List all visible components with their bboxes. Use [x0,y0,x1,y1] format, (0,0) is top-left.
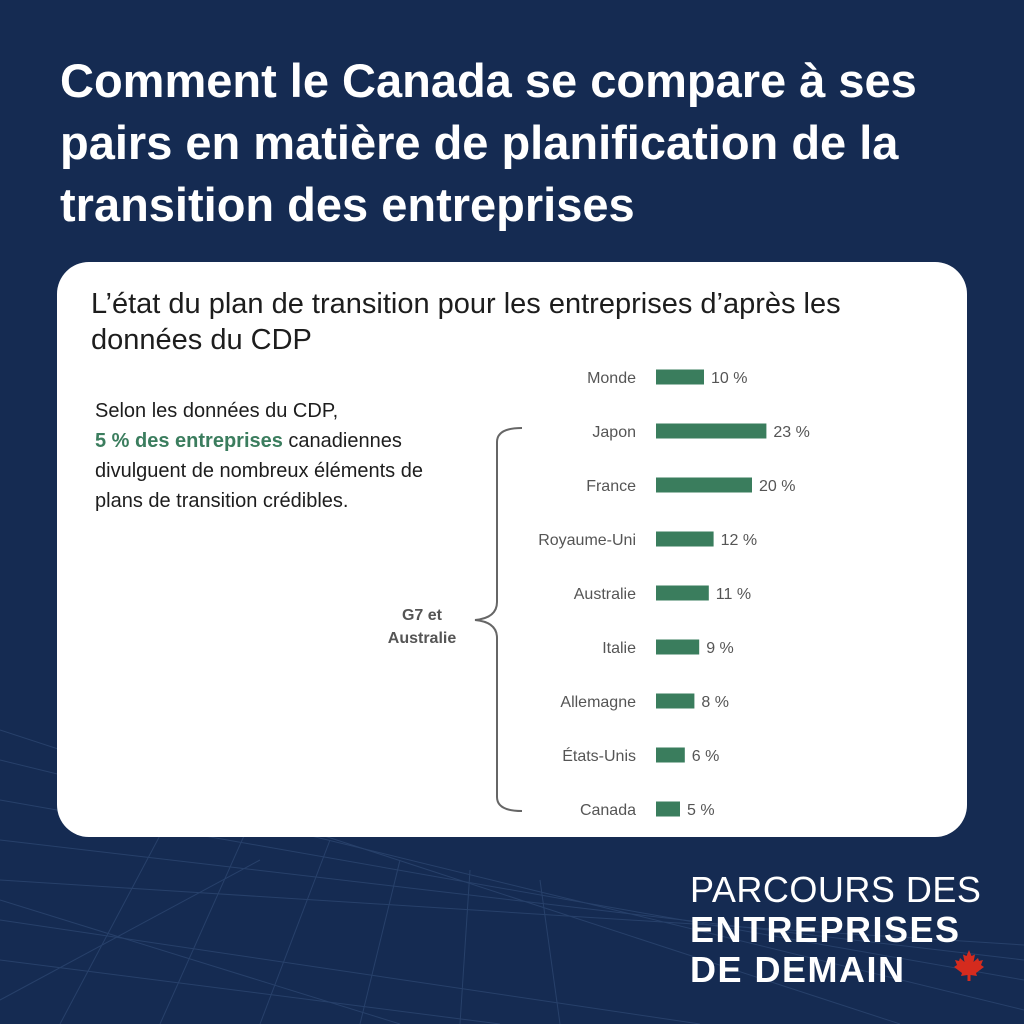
category-label-canada: Canada [580,802,636,819]
value-label-australie: 11 % [716,586,751,603]
value-label-japon: 23 % [773,424,809,441]
bar-canada [656,801,680,817]
maple-leaf-icon [954,950,984,981]
category-label-etats-unis: États-Unis [562,746,636,765]
value-label-etats-unis: 6 % [692,748,720,765]
bar-chart: G7 et Australie Monde 10 % Japon 23 % France… [388,369,810,819]
category-label-italie: Italie [602,640,636,657]
value-label-allemagne: 8 % [701,694,729,711]
category-label-royaume-uni: Royaume-Uni [538,532,636,549]
value-label-italie: 9 % [706,640,734,657]
category-label-allemagne: Allemagne [560,694,636,711]
chart-title: L’état du plan de transition pour les en… [91,288,841,356]
bar-australie [656,585,709,601]
note-highlight: 5 % des entreprises [95,430,283,452]
bar-monde [656,369,704,385]
value-label-royaume-uni: 12 % [721,532,757,549]
category-label-japon: Japon [592,424,636,441]
category-label-france: France [586,478,636,495]
page-title: Comment le Canada se compare à ses pairs… [60,54,917,231]
brand-logo: PARCOURS DES ENTREPRISES DE DEMAIN [690,870,990,990]
summary-note: Selon les données du CDP, 5 % des entrep… [95,396,455,516]
group-label-line2: Australie [388,630,457,647]
bar-etats-unis [656,747,685,763]
note-text-end: canadiennes divulguent de nombreux éléme… [95,430,423,512]
group-bracket [474,427,523,812]
value-label-canada: 5 % [687,802,715,819]
bar-france [656,477,752,493]
note-text-start: Selon les données du CDP, [95,400,339,422]
chart-card: L’état du plan de transition pour les en… [57,262,967,837]
logo-line-1: PARCOURS DES [690,869,982,910]
value-label-monde: 10 % [711,370,747,387]
bar-allemagne [656,693,695,709]
group-label-line1: G7 et [402,607,443,624]
bar-royaume-uni [656,531,714,547]
value-label-france: 20 % [759,478,795,495]
logo-line-2: ENTREPRISES [690,909,961,950]
bar-japon [656,423,767,439]
logo-line-3: DE DEMAIN [690,949,906,990]
category-label-australie: Australie [574,586,636,603]
category-label-monde: Monde [587,370,636,387]
bar-italie [656,639,700,655]
